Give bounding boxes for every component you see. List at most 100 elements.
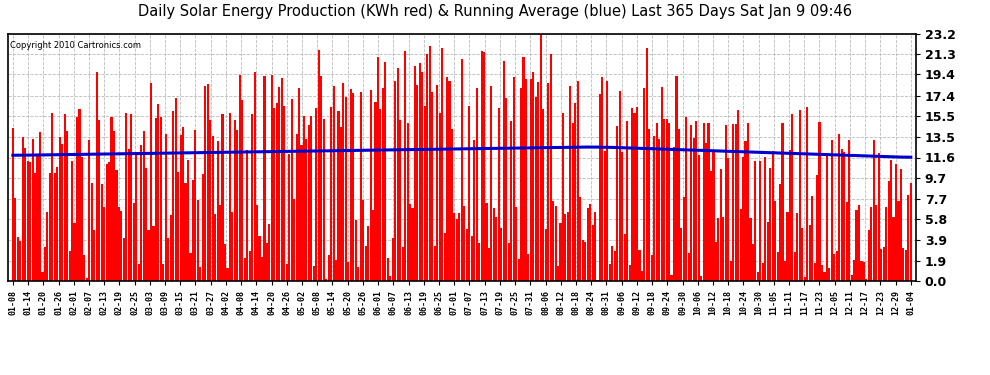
Bar: [596, 280, 599, 281]
Bar: [417, 85, 419, 281]
Bar: [349, 89, 351, 281]
Bar: [836, 251, 838, 281]
Bar: [845, 202, 847, 281]
Bar: [308, 125, 310, 281]
Bar: [111, 117, 113, 281]
Bar: [515, 207, 517, 281]
Bar: [478, 243, 480, 281]
Bar: [878, 153, 880, 281]
Bar: [118, 207, 120, 281]
Bar: [549, 54, 551, 281]
Bar: [58, 137, 60, 281]
Bar: [177, 172, 179, 281]
Bar: [636, 107, 638, 281]
Bar: [51, 113, 53, 281]
Bar: [14, 198, 17, 281]
Bar: [616, 126, 619, 281]
Bar: [708, 123, 710, 281]
Bar: [587, 208, 589, 281]
Bar: [888, 181, 890, 281]
Bar: [873, 140, 875, 281]
Bar: [688, 253, 690, 281]
Bar: [589, 204, 591, 281]
Bar: [475, 88, 478, 281]
Bar: [801, 228, 803, 281]
Bar: [278, 87, 280, 281]
Bar: [219, 205, 221, 281]
Bar: [488, 248, 490, 281]
Bar: [131, 114, 133, 281]
Bar: [698, 155, 700, 281]
Bar: [639, 249, 641, 281]
Bar: [73, 223, 75, 281]
Bar: [141, 145, 143, 281]
Bar: [631, 108, 633, 281]
Bar: [39, 132, 41, 281]
Bar: [601, 77, 604, 281]
Bar: [328, 255, 330, 281]
Bar: [660, 87, 662, 281]
Bar: [468, 106, 470, 281]
Bar: [387, 258, 389, 281]
Bar: [816, 175, 818, 281]
Bar: [626, 121, 629, 281]
Bar: [382, 88, 384, 281]
Bar: [442, 48, 444, 281]
Text: Daily Solar Energy Production (KWh red) & Running Average (blue) Last 365 Days S: Daily Solar Energy Production (KWh red) …: [138, 4, 852, 19]
Bar: [53, 173, 55, 281]
Bar: [377, 57, 379, 281]
Bar: [189, 254, 191, 281]
Bar: [557, 266, 559, 281]
Bar: [187, 160, 189, 281]
Bar: [286, 264, 288, 281]
Bar: [237, 130, 239, 281]
Bar: [333, 87, 335, 281]
Bar: [103, 207, 105, 281]
Bar: [389, 276, 391, 281]
Bar: [439, 113, 441, 281]
Bar: [227, 268, 229, 281]
Bar: [766, 222, 769, 281]
Bar: [769, 168, 771, 281]
Bar: [544, 229, 546, 281]
Bar: [880, 249, 882, 281]
Bar: [799, 110, 801, 281]
Bar: [870, 207, 872, 281]
Bar: [725, 124, 727, 281]
Bar: [446, 76, 448, 281]
Bar: [217, 141, 219, 281]
Bar: [247, 150, 248, 281]
Bar: [824, 272, 826, 281]
Bar: [644, 88, 645, 281]
Bar: [281, 78, 283, 281]
Bar: [523, 57, 525, 281]
Bar: [705, 143, 707, 281]
Bar: [789, 150, 791, 281]
Bar: [229, 112, 231, 281]
Bar: [756, 272, 759, 281]
Bar: [295, 134, 298, 281]
Bar: [746, 123, 749, 281]
Bar: [437, 85, 439, 281]
Bar: [86, 278, 88, 281]
Bar: [222, 114, 224, 281]
Bar: [123, 238, 125, 281]
Bar: [465, 229, 468, 281]
Bar: [579, 196, 581, 281]
Bar: [164, 134, 167, 281]
Text: Copyright 2010 Cartronics.com: Copyright 2010 Cartronics.com: [10, 41, 141, 50]
Bar: [234, 120, 236, 281]
Bar: [629, 265, 631, 281]
Bar: [37, 155, 39, 281]
Bar: [276, 104, 278, 281]
Bar: [288, 154, 290, 281]
Bar: [742, 157, 744, 281]
Bar: [367, 226, 369, 281]
Bar: [463, 206, 465, 281]
Bar: [29, 162, 31, 281]
Bar: [429, 46, 431, 281]
Bar: [850, 275, 852, 281]
Bar: [174, 99, 177, 281]
Bar: [710, 171, 712, 281]
Bar: [648, 129, 650, 281]
